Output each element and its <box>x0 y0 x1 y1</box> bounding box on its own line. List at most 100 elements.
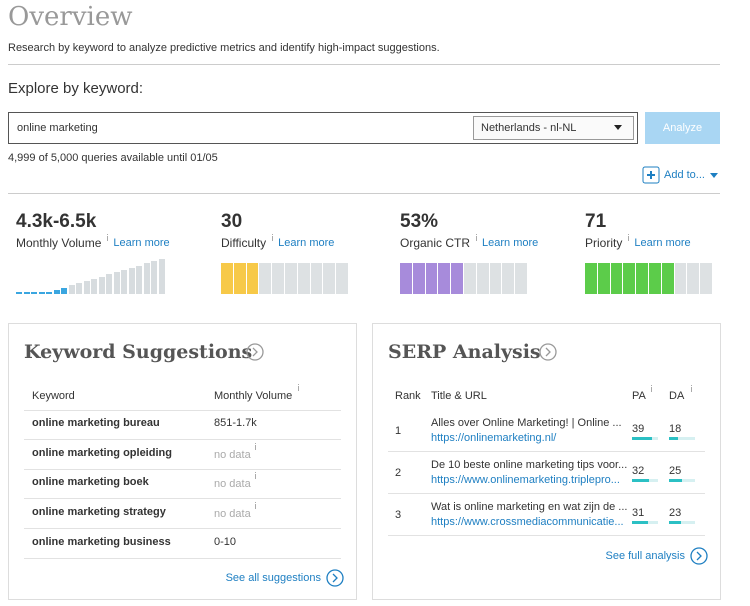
title-arrow[interactable] <box>538 342 558 362</box>
da-track <box>669 479 695 482</box>
volume: no data <box>214 508 251 521</box>
score-segment <box>221 263 233 294</box>
score-segment <box>336 263 348 294</box>
volume-bar <box>143 263 150 294</box>
row-line <box>24 528 341 530</box>
rank: 1 <box>395 425 402 437</box>
add-to[interactable]: Add to... <box>664 169 705 181</box>
metric-value: 71 <box>585 211 607 232</box>
volume: 0-10 <box>214 535 237 548</box>
pa-value: 39 <box>632 423 645 435</box>
score-segment <box>623 263 636 294</box>
score-segment <box>297 263 310 294</box>
add-caret <box>710 173 718 178</box>
score-segment <box>597 263 610 294</box>
score-segment <box>425 263 438 294</box>
score-segment <box>515 263 527 294</box>
score-segment <box>451 263 463 294</box>
result-title: Wat is online marketing en wat zijn de .… <box>431 501 628 513</box>
info-icon <box>691 385 692 392</box>
footer-link[interactable]: See full analysis <box>605 550 686 562</box>
score-segment <box>272 263 284 294</box>
pa-value: 31 <box>632 507 645 519</box>
learn-more[interactable]: Learn more <box>634 237 691 249</box>
divider <box>8 64 720 65</box>
volume-bar <box>31 292 37 294</box>
footer-link[interactable]: See all suggestions <box>225 572 321 584</box>
score-segment <box>310 263 323 294</box>
volume-bar <box>16 292 22 294</box>
result-url[interactable]: https://onlinemarketing.nl/ <box>431 432 557 444</box>
volume-bar <box>113 272 120 294</box>
info-icon <box>476 234 478 241</box>
title-arrow[interactable] <box>245 342 265 362</box>
metric-value: 4.3k-6.5k <box>16 211 97 232</box>
pa-value: 32 <box>632 465 645 477</box>
column-header: Rank <box>395 390 421 402</box>
column-header: Monthly Volume <box>214 390 293 402</box>
volume-bar <box>61 287 67 294</box>
da-fill <box>669 479 682 482</box>
row-line <box>388 451 705 452</box>
volume-bar <box>38 292 45 294</box>
row-line <box>388 493 705 494</box>
caret <box>614 125 622 130</box>
page-title: Overview <box>8 2 133 32</box>
keyword: online marketing boek <box>32 476 149 489</box>
analyze-button[interactable]: Analyze <box>645 112 720 144</box>
keyword-input[interactable]: online marketing Netherlands - nl-NL <box>8 112 638 144</box>
volume: no data <box>214 478 251 491</box>
row-line <box>24 410 341 411</box>
da-fill <box>669 437 679 440</box>
volume-bar <box>46 292 52 294</box>
locale-select[interactable]: Netherlands - nl-NL <box>473 116 634 140</box>
volume-bar <box>83 281 90 294</box>
score-segment <box>610 263 623 294</box>
da-track <box>669 437 695 440</box>
footer-arrow[interactable] <box>689 546 709 566</box>
row-line <box>24 557 341 559</box>
score-segment <box>489 263 502 294</box>
learn-more[interactable]: Learn more <box>278 237 335 249</box>
result-url[interactable]: https://www.crossmediacommunicatie... <box>431 516 624 528</box>
result-title: De 10 beste online marketing tips voor..… <box>431 459 628 471</box>
pa-fill <box>632 437 653 440</box>
score-segment <box>412 263 425 294</box>
metric-label: Difficulty <box>221 236 267 250</box>
volume-bar <box>76 283 82 294</box>
score-segment <box>259 263 272 294</box>
column-header: Keyword <box>32 390 75 402</box>
info-icon <box>255 472 256 480</box>
result-url[interactable]: https://www.onlinemarketing.triplepro... <box>431 474 620 486</box>
score-segment <box>464 263 476 294</box>
metric-label: Monthly Volume <box>16 236 102 250</box>
card-title: SERP Analysis <box>388 341 541 363</box>
info-icon <box>107 234 109 241</box>
info-icon <box>628 234 630 241</box>
explore-label: Explore by keyword: <box>8 80 144 97</box>
learn-more[interactable]: Learn more <box>113 237 170 249</box>
metric-value: 53% <box>400 211 439 232</box>
score-segment <box>636 263 648 294</box>
footer-arrow[interactable] <box>325 568 345 588</box>
volume: no data <box>214 448 251 461</box>
info-icon <box>272 234 274 241</box>
suggestions-card: Keyword Suggestions Keyword Monthly Volum… <box>8 323 357 600</box>
row-line <box>24 498 341 500</box>
da-value: 23 <box>669 507 682 519</box>
keyword: online marketing strategy <box>32 506 166 519</box>
volume-bar <box>151 261 157 294</box>
score-segment <box>700 263 712 294</box>
volume: 851-1.7k <box>214 417 257 429</box>
score-segment <box>585 263 597 294</box>
score-segment <box>438 263 451 294</box>
keyword: online marketing business <box>32 535 171 548</box>
locale-text: Netherlands - nl-NL <box>481 122 577 134</box>
subtitle: Research by keyword to analyze predictiv… <box>8 42 440 54</box>
add-icon[interactable] <box>642 166 660 184</box>
da-value: 25 <box>669 465 682 477</box>
learn-more[interactable]: Learn more <box>482 237 539 249</box>
score-segment <box>661 263 674 294</box>
score-segment <box>285 263 297 294</box>
volume-bar <box>53 289 60 294</box>
